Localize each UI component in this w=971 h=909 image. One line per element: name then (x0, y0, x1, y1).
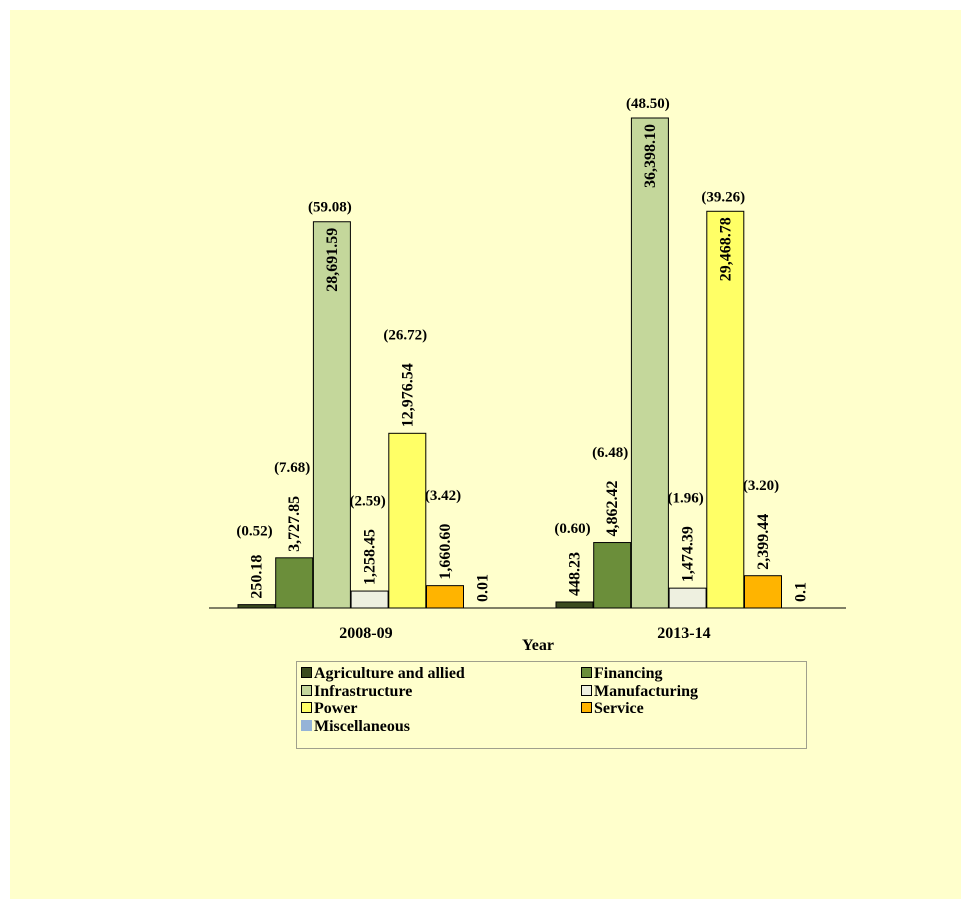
category-label-2013-14: 2013-14 (657, 625, 710, 642)
legend-label: Miscellaneous (314, 717, 410, 735)
legend-swatch (581, 667, 592, 678)
bar-financing-2008-09 (275, 557, 314, 609)
share-label-power-2013-14: (39.26) (701, 189, 745, 205)
legend-swatch (581, 702, 592, 713)
share-label-infrastructure-2008-09: (59.08) (308, 200, 352, 216)
legend-label: Manufacturing (594, 682, 698, 700)
legend-item-financing: Financing (581, 665, 662, 683)
legend-item-miscellaneous: Miscellaneous (301, 718, 410, 736)
bar-financing-2013-14 (593, 542, 632, 609)
legend-label: Agriculture and allied (314, 665, 465, 682)
share-label-infrastructure-2013-14: (48.50) (626, 96, 670, 112)
legend-item-service: Service (581, 700, 644, 718)
data-label-service-2008-09: 1,660.60 (437, 524, 454, 580)
legend-label: Power (314, 700, 358, 717)
legend-swatch (301, 667, 312, 678)
bar-infrastructure-2008-09 (312, 221, 351, 609)
share-label-manufacturing-2013-14: (1.96) (667, 491, 703, 507)
share-label-financing-2013-14: (6.48) (592, 445, 628, 461)
bar-service-2008-09 (426, 585, 464, 609)
legend-swatch (301, 702, 312, 713)
data-label-miscellaneous-2013-14: 0.1 (793, 582, 810, 602)
bars-group: 250.18 (0.52) 3,727.85 (7.68) 28,691.59 (59.0… (236, 96, 810, 609)
bar-power-2013-14 (706, 210, 745, 609)
share-label-financing-2008-09: (7.68) (274, 460, 310, 476)
share-label-agriculture-and-allied-2008-09: (0.52) (236, 523, 272, 539)
bar-agriculture-and-allied-2008-09 (237, 604, 276, 609)
legend-item-power: Power (301, 700, 358, 718)
share-label-agriculture-and-allied-2013-14: (0.60) (554, 521, 590, 537)
data-label-manufacturing-2013-14: 1,474.39 (680, 526, 697, 582)
data-label-financing-2013-14: 4,862.42 (604, 481, 621, 537)
legend: Agriculture and allied Financing Infrastru… (296, 661, 807, 749)
bar-manufacturing-2008-09 (350, 590, 389, 609)
bar-service-2013-14 (744, 575, 782, 609)
share-label-service-2008-09: (3.42) (425, 488, 461, 504)
legend-item-agriculture-and-allied: Agriculture and allied (301, 665, 465, 683)
legend-label: Service (594, 700, 644, 717)
data-label-service-2013-14: 2,399.44 (755, 514, 772, 570)
legend-swatch (301, 719, 312, 731)
data-label-agriculture-and-allied-2013-14: 448.23 (567, 552, 584, 596)
data-label-infrastructure-2008-09: 28,691.59 (324, 228, 341, 292)
data-label-infrastructure-2013-14: 36,398.10 (642, 124, 659, 188)
category-labels: 2008-09 2013-14 (339, 625, 710, 642)
bar-agriculture-and-allied-2013-14 (555, 601, 594, 609)
bar-power-2008-09 (388, 432, 427, 609)
category-label-2008-09: 2008-09 (339, 625, 392, 642)
bar-infrastructure-2013-14 (630, 117, 669, 609)
data-label-power-2013-14: 29,468.78 (717, 217, 734, 281)
share-label-power-2008-09: (26.72) (383, 328, 427, 344)
share-label-service-2013-14: (3.20) (743, 478, 779, 494)
chart-background (10, 10, 961, 899)
legend-swatch (581, 684, 592, 696)
data-label-power-2008-09: 12,976.54 (399, 363, 416, 427)
legend-label: Infrastructure (314, 682, 413, 700)
legend-item-infrastructure: Infrastructure (301, 683, 412, 701)
x-axis-title: Year (522, 637, 554, 654)
bar-manufacturing-2013-14 (668, 587, 707, 609)
data-label-miscellaneous-2008-09: 0.01 (475, 574, 492, 602)
data-label-financing-2008-09: 3,727.85 (286, 496, 303, 552)
share-label-manufacturing-2008-09: (2.59) (349, 493, 385, 509)
legend-swatch (301, 684, 312, 696)
legend-item-manufacturing: Manufacturing (581, 683, 698, 701)
legend-label: Financing (594, 665, 663, 682)
data-label-agriculture-and-allied-2008-09: 250.18 (249, 555, 266, 599)
data-label-manufacturing-2008-09: 1,258.45 (362, 529, 379, 585)
